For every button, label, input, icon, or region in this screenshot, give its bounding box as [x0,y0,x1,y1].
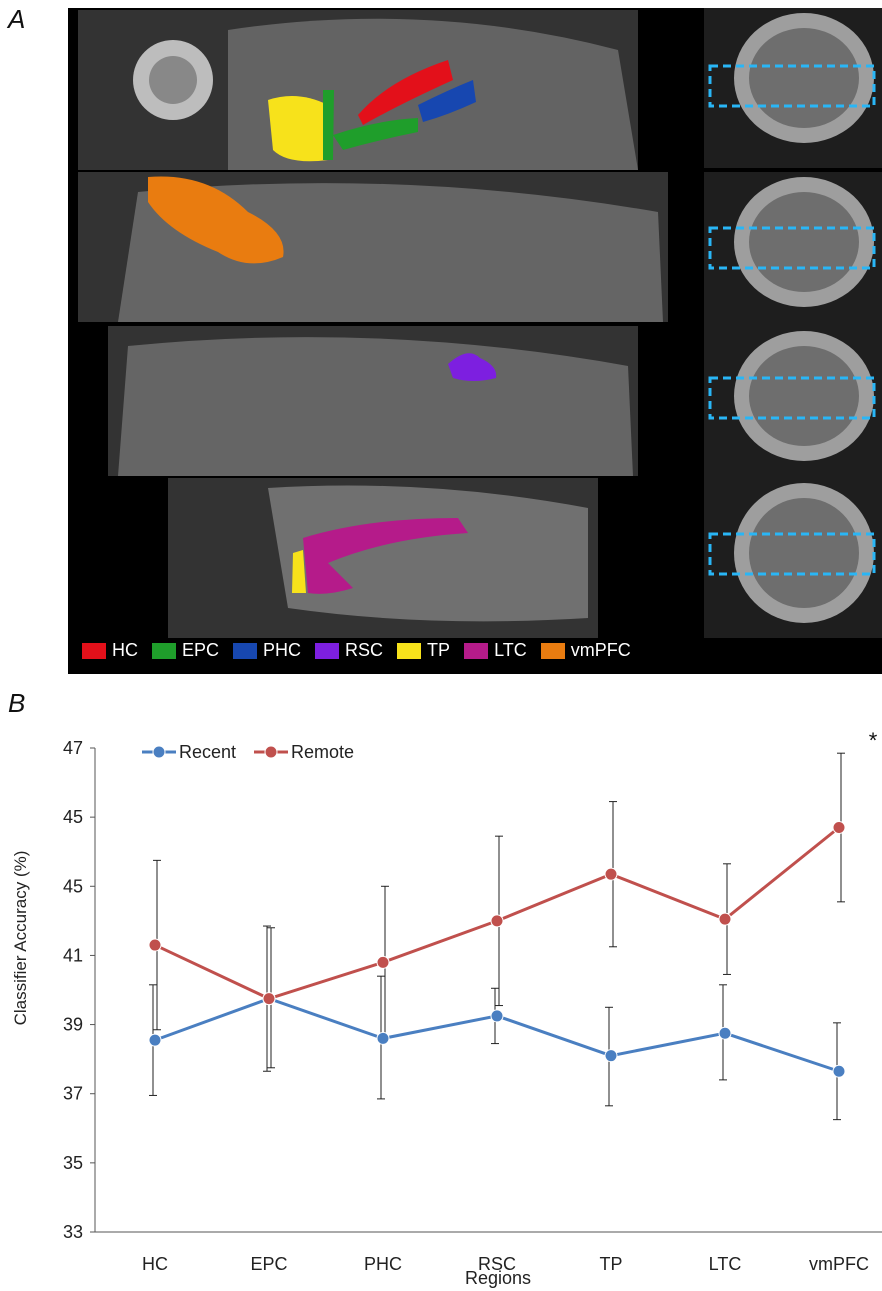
y-tick-labels: 33 35 37 39 41 45 45 47 [63,738,83,1242]
legend-swatch-hc [82,642,106,659]
phc-region [418,80,476,122]
data-point-recent [376,1031,390,1045]
region-legend: HC EPC PHC RSC TP LTC vmPFC [82,640,631,661]
data-point-recent [490,1009,504,1023]
chart-axes [90,747,882,1233]
legend-label-rsc: RSC [345,640,384,660]
y-axis-label: Classifier Accuracy (%) [11,851,30,1026]
panel-b-label: B [8,688,26,718]
y-tick-label: 41 [63,945,83,965]
legend-label-remote: Remote [291,742,354,762]
mri-slice-3 [108,326,638,476]
mri-slice-2 [78,172,668,322]
x-tick-labels: HC EPC PHC RSC TP LTC vmPFC [142,1254,869,1274]
series-points [148,821,846,1078]
legend-item-rsc: RSC [315,640,383,661]
thumbnail-3-image [708,331,876,461]
y-tick-label: 39 [63,1015,83,1035]
x-axis-label: Regions [465,1268,531,1288]
data-point-remote [262,992,276,1006]
thumbnail-1-image [708,13,876,143]
tp-region [268,96,328,162]
data-point-recent [604,1049,618,1063]
data-point-remote [376,955,390,969]
data-point-recent [718,1026,732,1040]
legend-item-ltc: LTC [464,640,527,661]
legend-swatch-ltc [464,642,489,659]
slice-box-4 [708,532,876,576]
x-tick-label: RSC [478,1254,516,1274]
mri-slice-4 [168,478,598,638]
legend-label-hc: HC [112,640,138,660]
sagittal-thumbnail-2 [704,172,882,332]
data-point-remote [718,912,732,926]
rsc-region [448,353,497,381]
data-point-remote [604,867,618,881]
legend-label-tp: TP [427,640,451,660]
slice-box-3 [708,376,876,420]
series-line-remote [154,826,840,1001]
data-point-remote [148,938,162,952]
legend-swatch-phc [233,642,258,659]
legend-swatch-rsc [315,642,340,659]
tp-region-slice-4 [292,550,306,593]
x-tick-label: LTC [709,1254,742,1274]
y-tick-label: 37 [63,1084,83,1104]
classifier-accuracy-chart: 33 35 37 39 41 45 45 47 HC EPC PHC RSC TP LTC vmPFC C… [11,728,882,1288]
legend-swatch-tp [397,642,422,659]
slice-box-2 [708,226,876,270]
y-tick-label: 45 [63,807,83,827]
legend-label-phc: PHC [263,640,302,660]
thumbnail-4-image [708,483,876,623]
legend-item-vmpfc: vmPFC [540,640,631,661]
legend-label-vmpfc: vmPFC [570,640,631,660]
y-tick-label: 47 [63,738,83,758]
chart-legend: Recent Remote [142,742,354,762]
sagittal-thumbnail-1 [704,8,882,168]
x-tick-label: TP [599,1254,622,1274]
legend-item-tp: TP [397,640,450,661]
x-tick-label: HC [142,1254,168,1274]
legend-item-phc: PHC [233,640,301,661]
mri-slice-2-image [78,172,668,322]
vmpfc-region [148,176,284,264]
error-bars [149,752,845,1121]
legend-label-epc: EPC [182,640,220,660]
legend-label-recent: Recent [179,742,236,762]
data-point-remote [832,821,846,835]
y-tick-label: 45 [63,876,83,896]
data-point-recent [832,1064,846,1078]
legend-marker-remote [264,745,278,759]
panel-a-label: A [8,4,26,34]
y-tick-label: 33 [63,1222,83,1242]
ltc-region [303,518,468,594]
sagittal-thumbnail-4 [704,478,882,638]
legend-marker-recent [152,745,166,759]
y-tick-label: 35 [63,1153,83,1173]
mri-figure-panel: HC EPC PHC RSC TP LTC vmPFC [68,8,882,674]
significance-marker: * [869,728,878,753]
x-tick-label: PHC [364,1254,402,1274]
epc-region [323,90,334,160]
mri-slice-4-image [168,478,598,638]
slice-box-1 [708,64,876,108]
legend-item-epc: EPC [152,640,219,661]
legend-item-hc: HC [82,640,138,661]
x-tick-label: vmPFC [809,1254,869,1274]
mri-slice-1-image [78,10,638,170]
series-lines [154,826,840,1073]
data-point-recent [148,1033,162,1047]
data-point-remote [490,914,504,928]
thumbnail-2-image [708,177,876,307]
mri-slice-1 [78,10,638,170]
legend-swatch-epc [152,642,176,659]
hc-region [358,60,453,125]
legend-label-ltc: LTC [494,640,527,660]
mri-slice-3-image [108,326,638,476]
legend-swatch-vmpfc [540,642,565,659]
x-tick-label: EPC [250,1254,287,1274]
sagittal-thumbnail-3 [704,326,882,486]
